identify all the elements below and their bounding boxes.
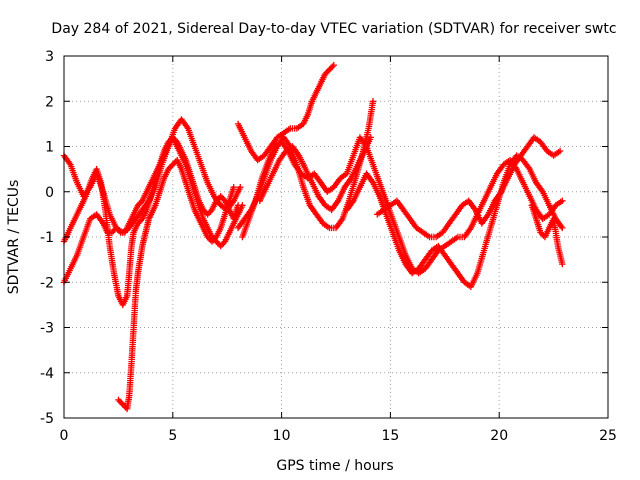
y-tick-label: 0 bbox=[45, 185, 54, 201]
chart-title: Day 284 of 2021, Sidereal Day-to-day VTE… bbox=[51, 21, 616, 37]
x-tick-label: 0 bbox=[60, 428, 69, 444]
y-tick-label: -5 bbox=[40, 411, 54, 427]
marker-path bbox=[234, 61, 337, 164]
marker-path bbox=[115, 156, 237, 413]
y-axis-label: SDTVAR / TECUs bbox=[6, 180, 22, 295]
x-tick-labels: 0 5 10 15 20 25 bbox=[60, 428, 617, 444]
y-tick-label: 1 bbox=[45, 140, 54, 156]
series-track-5 bbox=[234, 61, 337, 164]
x-tick-label: 25 bbox=[599, 428, 617, 444]
y-tick-label: -4 bbox=[40, 366, 54, 382]
x-tick-label: 10 bbox=[273, 428, 291, 444]
series-track-9 bbox=[374, 134, 564, 241]
axis-ticks bbox=[63, 55, 609, 419]
series-track-10 bbox=[256, 134, 374, 214]
series-track-8 bbox=[343, 152, 566, 290]
x-tick-label: 20 bbox=[490, 428, 508, 444]
grid-lines bbox=[64, 56, 608, 418]
series-track-11 bbox=[528, 202, 566, 268]
x-tick-label: 15 bbox=[381, 428, 399, 444]
marker-path bbox=[343, 152, 566, 290]
marker-path bbox=[528, 202, 566, 268]
marker-path bbox=[374, 134, 564, 241]
y-tick-labels: -5 -4 -3 -2 -1 0 1 2 3 bbox=[40, 49, 54, 427]
y-tick-label: -2 bbox=[40, 275, 54, 291]
y-tick-label: 2 bbox=[45, 94, 54, 110]
y-tick-label: -1 bbox=[40, 230, 54, 246]
y-tick-label: -3 bbox=[40, 321, 54, 337]
x-axis-label: GPS time / hours bbox=[276, 458, 393, 474]
y-tick-label: 3 bbox=[45, 49, 54, 65]
series-track-3 bbox=[115, 156, 237, 413]
marker-path bbox=[256, 134, 374, 214]
x-tick-label: 5 bbox=[168, 428, 177, 444]
